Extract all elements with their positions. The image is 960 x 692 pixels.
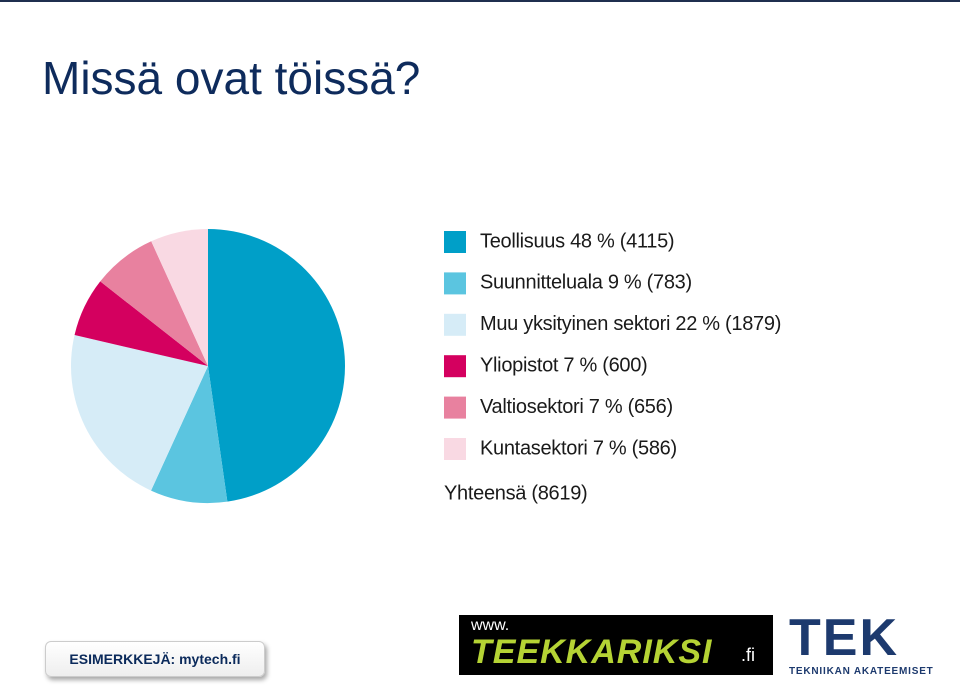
pie-slice [100, 241, 208, 366]
pie-slice [151, 229, 208, 366]
pie-slice [151, 366, 228, 503]
legend-label: Yliopistot 7 % (600) [480, 354, 647, 376]
tek-logo: TEK TEKNIIKAN AKATEEMISET [789, 610, 939, 677]
logo-main: TEEKKARIKSI [471, 633, 713, 671]
tek-letters: TEK [789, 609, 899, 667]
logo-www: www. [471, 617, 510, 634]
pie-slice [208, 229, 346, 502]
legend-swatch [444, 313, 466, 336]
legend-label: Muu yksityinen sektori 22 % (1879) [480, 313, 781, 335]
logo-fi: .fi [741, 645, 756, 665]
legend-label: Teollisuus 48 % (4115) [480, 230, 674, 252]
legend-swatch [444, 396, 466, 419]
legend-swatch [444, 231, 466, 253]
total-label: Yhteensä (8619) [444, 482, 587, 504]
legend-label: Suunnitteluala 9 % (783) [480, 272, 692, 294]
pie-slice [70, 335, 208, 491]
legend-label: Valtiosektori 7 % (656) [480, 396, 673, 418]
legend-swatch [444, 272, 466, 295]
legend-swatch [444, 438, 466, 460]
teekkariksi-logo: www. TEEKKARIKSI .fi [459, 615, 773, 675]
slide-title: Missä ovat töissä? [42, 52, 420, 104]
example-button[interactable]: ESIMERKKEJÄ: mytech.fi [45, 641, 265, 677]
tek-sub: TEKNIIKAN AKATEEMISET [789, 666, 934, 677]
legend-swatch [444, 355, 466, 378]
pie-slice [74, 281, 209, 366]
legend-label: Kuntasektori 7 % (586) [480, 437, 677, 459]
